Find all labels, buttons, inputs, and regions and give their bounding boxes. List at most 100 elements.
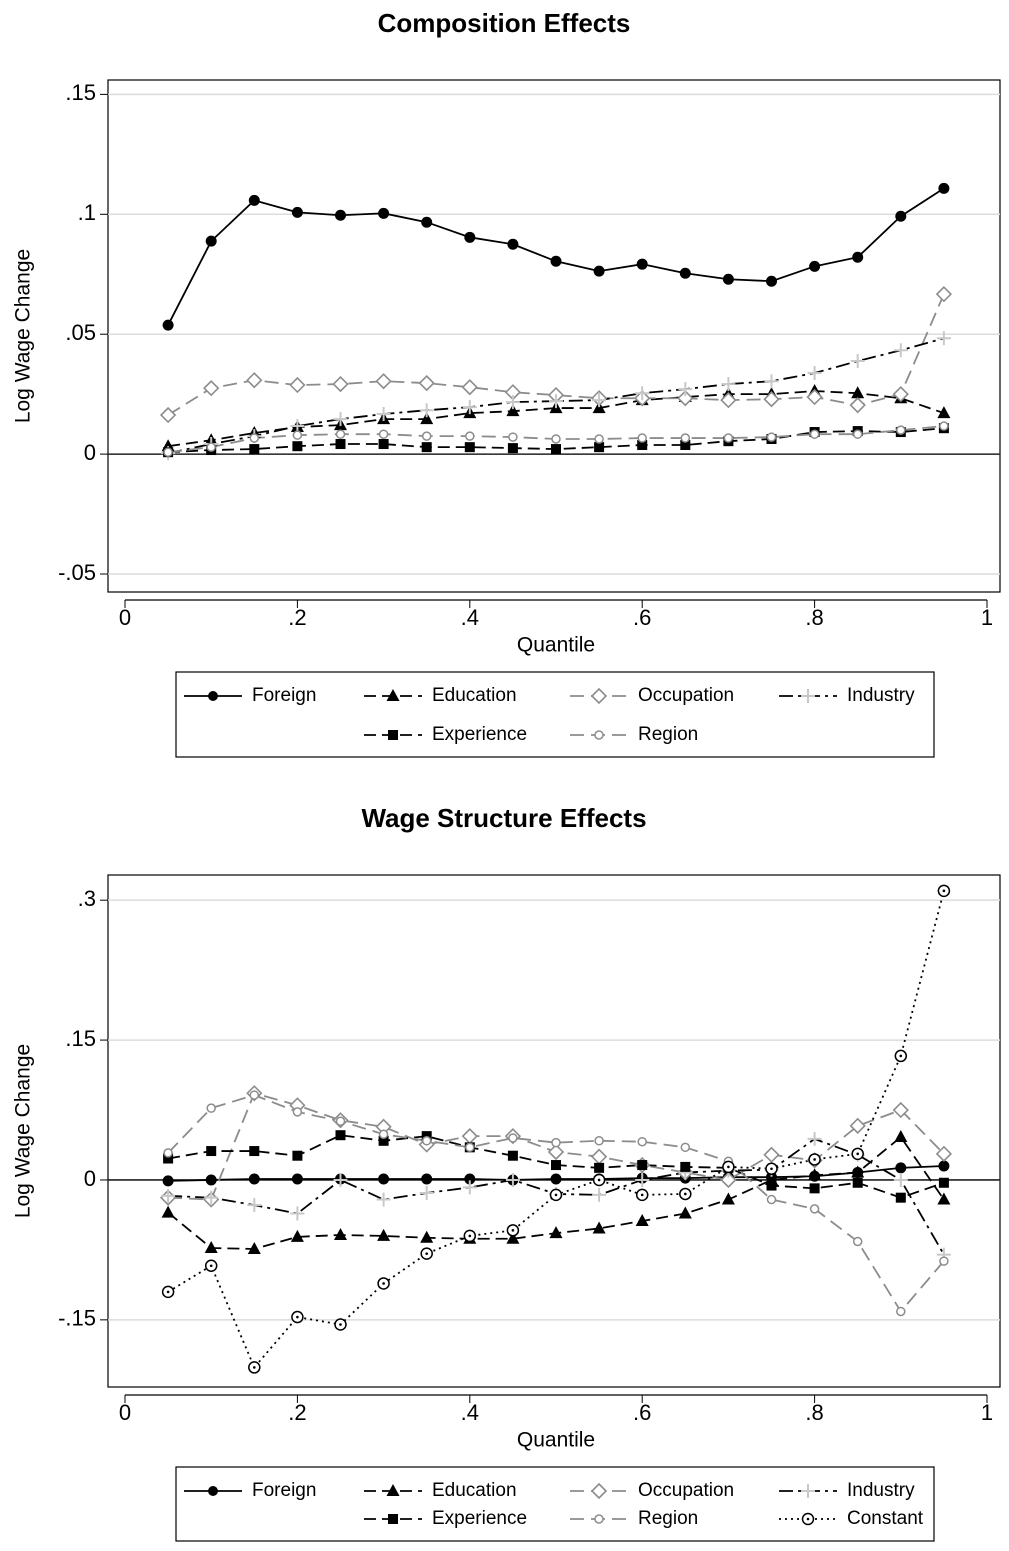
marker — [159, 406, 177, 424]
marker — [161, 1188, 176, 1203]
marker — [333, 412, 348, 427]
marker — [635, 386, 650, 401]
marker — [204, 1241, 218, 1254]
marker-dot — [899, 1054, 903, 1058]
x-tick-label: 1 — [981, 605, 993, 630]
marker — [938, 1177, 949, 1188]
marker — [203, 380, 220, 397]
marker — [547, 1143, 565, 1161]
marker — [551, 434, 561, 444]
marker — [680, 439, 691, 450]
marker — [763, 1146, 780, 1163]
marker — [551, 1137, 561, 1148]
marker — [766, 1194, 777, 1205]
legend-label: Industry — [847, 1480, 915, 1501]
marker-dot — [597, 1178, 601, 1182]
marker — [722, 273, 734, 285]
x-tick-label: .2 — [288, 605, 306, 630]
marker-dot — [684, 1192, 687, 1196]
marker — [893, 1172, 908, 1187]
marker — [550, 255, 562, 267]
marker — [551, 1160, 561, 1171]
marker — [592, 1173, 606, 1187]
marker — [388, 730, 398, 740]
marker — [505, 395, 520, 410]
marker-dot — [640, 1193, 644, 1197]
marker — [289, 376, 306, 394]
marker — [377, 1277, 390, 1290]
marker — [637, 1160, 648, 1171]
marker — [720, 1171, 737, 1189]
marker — [809, 1204, 820, 1214]
x-tick-label: .6 — [633, 1400, 651, 1425]
y-tick-label: .05 — [65, 320, 96, 345]
marker — [420, 1247, 433, 1260]
chart-title: Composition Effects — [378, 8, 631, 38]
marker-dot — [942, 889, 946, 893]
marker — [421, 216, 433, 228]
marker — [418, 374, 435, 392]
x-tick-label: 1 — [981, 1400, 993, 1425]
marker — [637, 433, 647, 443]
marker — [163, 1148, 173, 1158]
marker-dot — [770, 1167, 773, 1171]
marker — [938, 1160, 950, 1172]
plot-frame — [107, 79, 1001, 593]
x-tick-label: 0 — [119, 1400, 131, 1425]
marker — [852, 429, 863, 439]
marker — [766, 1180, 777, 1191]
marker — [206, 442, 216, 452]
y-tick-label: .1 — [78, 200, 96, 225]
marker — [721, 1192, 735, 1205]
marker — [801, 1484, 815, 1498]
marker-dot — [382, 1282, 385, 1285]
legend-label: Constant — [847, 1508, 924, 1529]
marker — [465, 1142, 475, 1153]
marker — [936, 331, 951, 346]
marker — [378, 439, 389, 450]
marker — [421, 442, 432, 453]
marker — [550, 1173, 562, 1185]
marker — [464, 231, 476, 243]
marker — [801, 1512, 815, 1526]
legend-label: Foreign — [252, 685, 316, 706]
marker — [679, 267, 691, 279]
marker-dot — [813, 1158, 816, 1161]
marker — [292, 1107, 303, 1117]
y-tick-label: .15 — [65, 1026, 96, 1051]
marker — [205, 1174, 217, 1186]
marker — [292, 1150, 303, 1161]
marker — [506, 404, 520, 417]
marker — [849, 397, 866, 414]
marker — [636, 258, 648, 270]
marker — [249, 444, 260, 455]
marker — [335, 439, 346, 450]
marker — [851, 386, 865, 399]
marker — [549, 394, 563, 409]
marker — [291, 1310, 304, 1324]
marker — [551, 444, 561, 455]
marker — [894, 1130, 908, 1143]
series-line — [167, 1094, 945, 1313]
marker — [206, 1146, 217, 1157]
marker — [680, 1161, 691, 1172]
marker — [377, 1228, 391, 1241]
marker — [421, 1136, 432, 1146]
marker — [375, 373, 392, 390]
marker — [249, 1090, 260, 1100]
marker — [464, 442, 475, 453]
marker — [592, 1187, 607, 1202]
marker — [939, 421, 949, 431]
marker — [765, 1162, 778, 1176]
y-axis-label: Log Wage Change — [12, 1044, 35, 1218]
marker — [590, 1148, 608, 1165]
marker — [594, 1514, 604, 1524]
marker — [678, 1206, 692, 1219]
y-axis-label: Log Wage Change — [12, 249, 35, 423]
marker — [335, 1116, 346, 1126]
marker — [594, 1162, 605, 1173]
y-tick-label: -.05 — [58, 560, 96, 585]
marker — [334, 1318, 347, 1331]
marker-dot — [511, 1229, 515, 1232]
